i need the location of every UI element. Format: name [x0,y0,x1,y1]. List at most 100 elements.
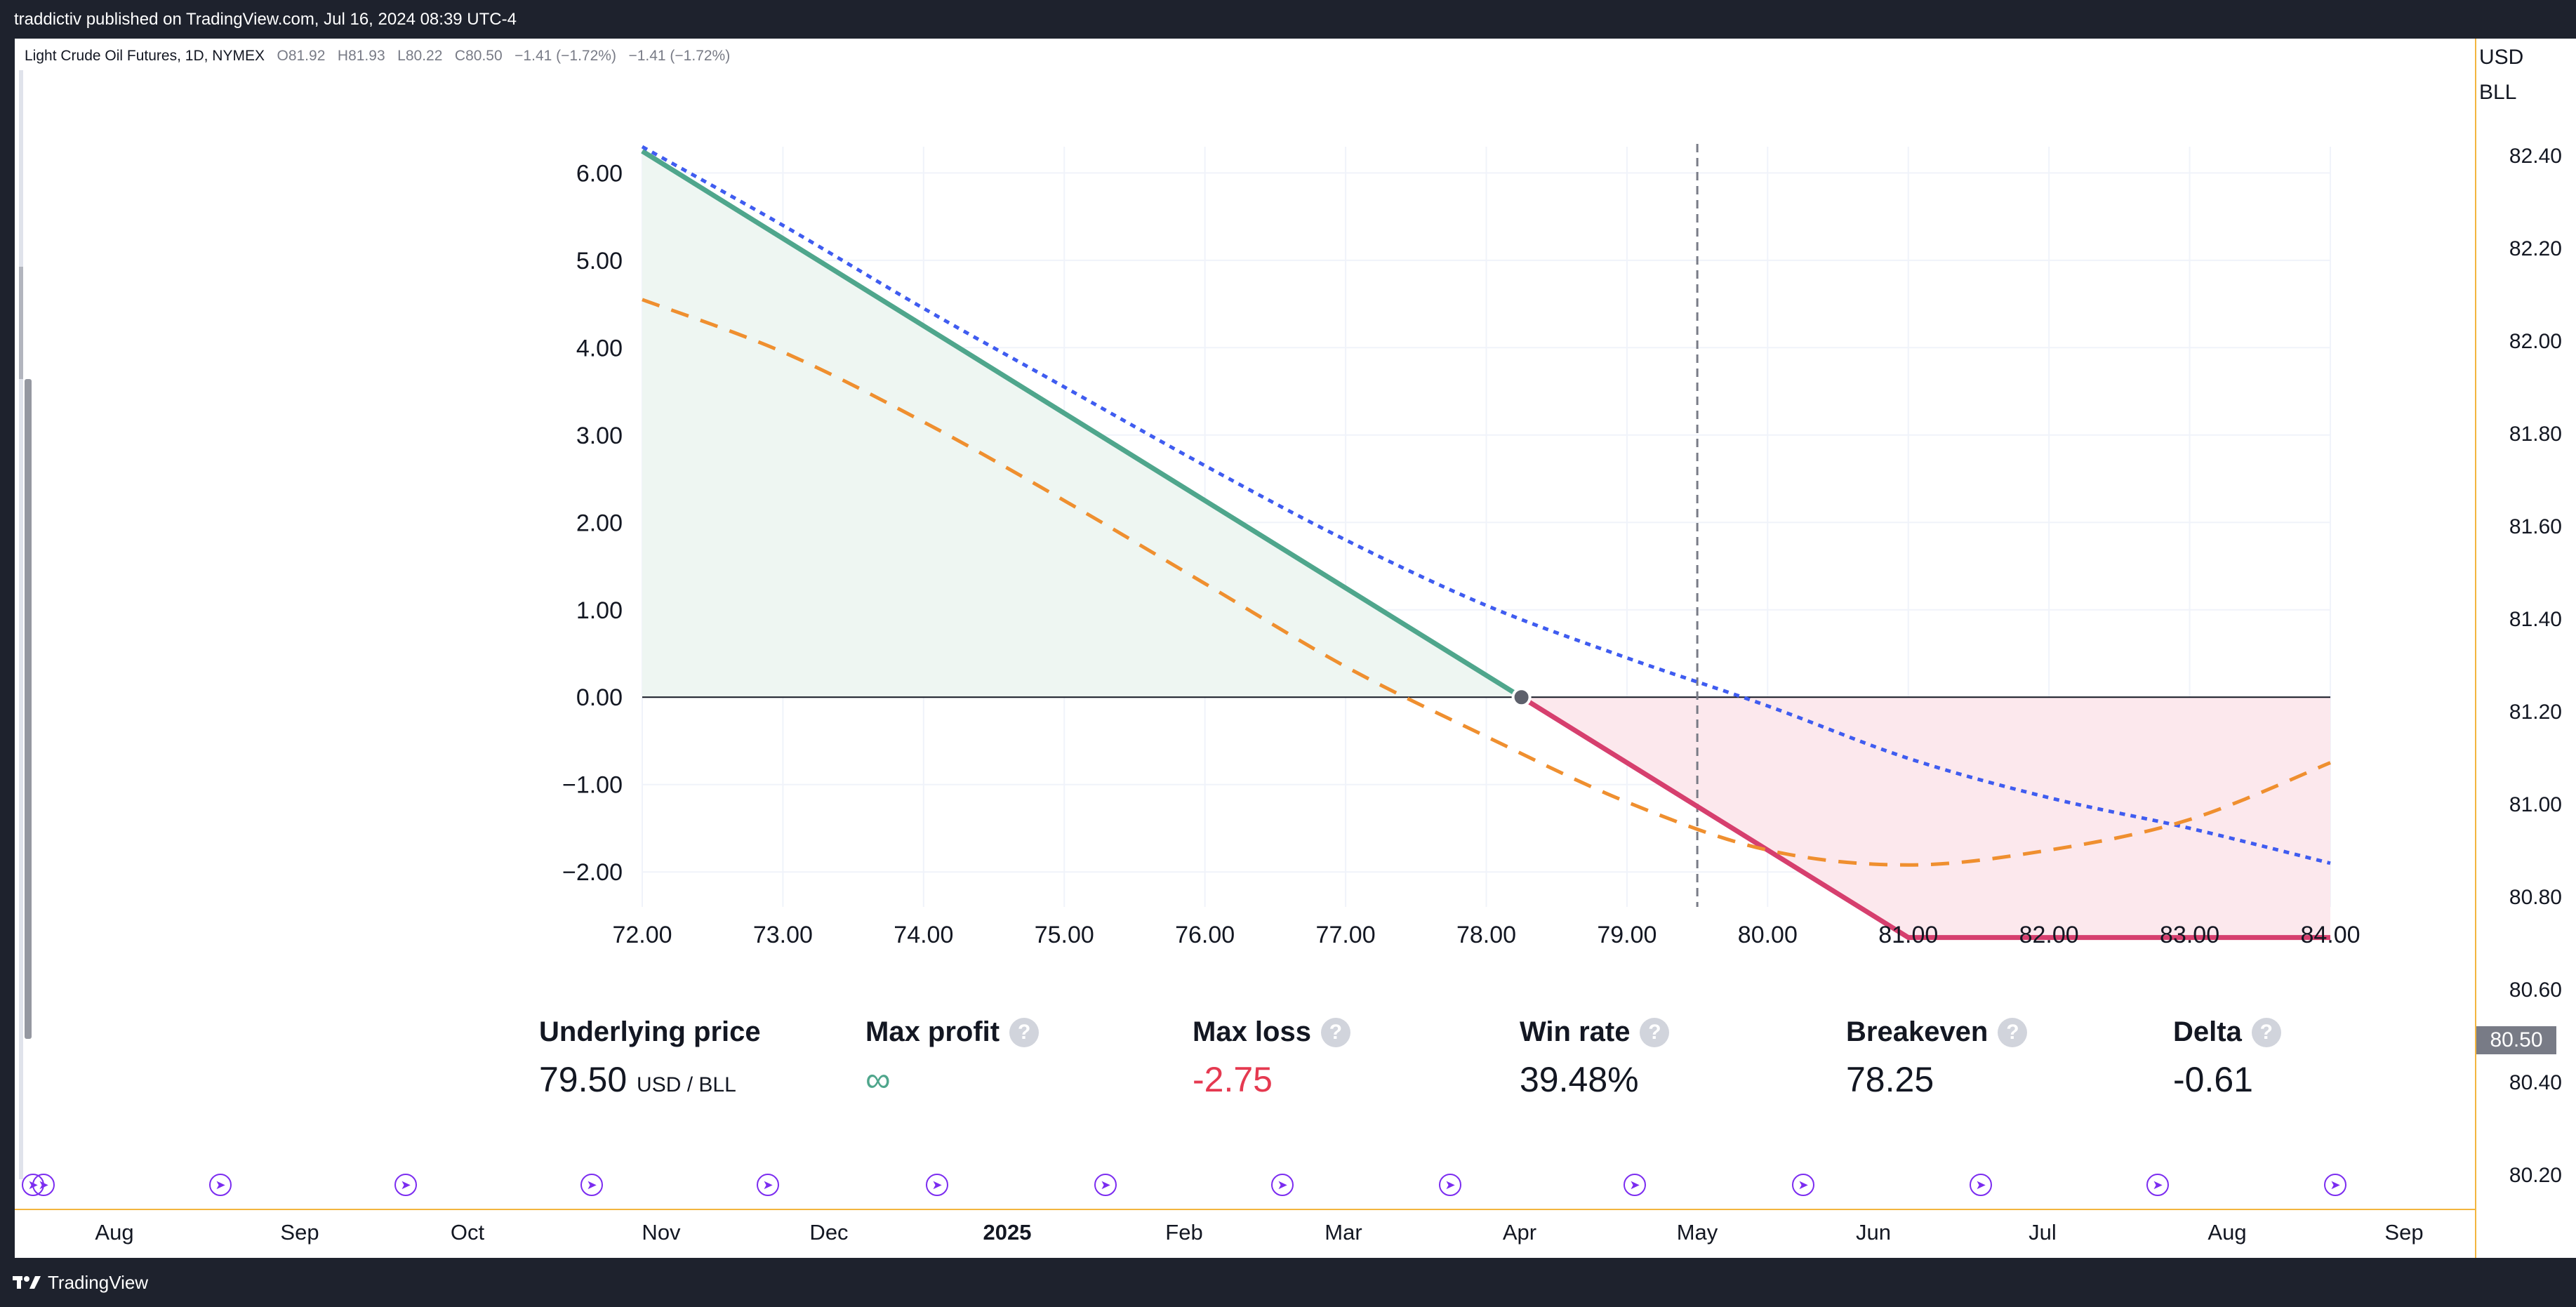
x-tick-label: 82.00 [2019,922,2079,948]
event-arrow-icon[interactable]: ➤ [1624,1174,1646,1196]
underlying-price-unit: USD / BLL [637,1073,736,1096]
delta-value: -0.61 [2173,1060,2253,1099]
y-tick-label: 0.00 [576,684,623,711]
breakeven-point [1511,687,1532,708]
time-axis[interactable]: Aug Sep Oct Nov Dec 2025 Feb Mar Apr May Jun Jul Aug… [15,1209,2475,1259]
x-tick-label: 83.00 [2160,922,2219,948]
open-label: O [277,48,288,64]
time-tick-label: Jun [1856,1220,1891,1245]
time-tick-label: Aug [2207,1220,2247,1245]
max-profit-value: ∞ [865,1060,891,1099]
event-arrow-icon[interactable]: ➤ [926,1174,948,1196]
open-value: 81.92 [288,48,326,64]
high-value: 81.93 [348,48,385,64]
change-value: −1.41 (−1.72%) [514,48,616,64]
time-tick-label: May [1676,1220,1718,1245]
help-icon[interactable]: ? [1998,1017,2028,1047]
price-tick-label: 81.60 [2509,515,2562,538]
event-arrow-icon[interactable]: ➤ [757,1174,779,1196]
event-arrow-icon[interactable]: ➤ [580,1174,603,1196]
price-tick-label: 81.80 [2509,423,2562,446]
help-icon[interactable]: ? [2251,1017,2281,1047]
stat-max-loss: Max loss? -2.75 [1193,1016,1350,1100]
high-label: H [337,48,349,64]
x-tick-label: 72.00 [612,922,672,948]
price-tick-label: 80.80 [2509,886,2562,909]
stat-max-profit: Max profit? ∞ [865,1016,1040,1100]
stat-win-rate: Win rate? 39.48% [1520,1016,1670,1100]
time-tick-label: Apr [1502,1220,1537,1245]
event-arrow-icon[interactable]: ➤ [1970,1174,1992,1196]
scroll-thumb[interactable] [25,379,32,1039]
breakeven-value: 78.25 [1846,1060,1934,1099]
payoff-line-0 [641,149,1523,700]
underlying-price-label: Underlying price [539,1016,761,1047]
time-tick-label: Mar [1324,1220,1362,1245]
delta-label: Delta [2173,1016,2242,1047]
max-loss-value: -2.75 [1193,1060,1273,1099]
price-tick-label: 80.20 [2509,1164,2562,1187]
y-tick-label: −2.00 [562,859,623,886]
price-axis[interactable]: USD BLL 82.40 82.20 82.00 81.80 81.60 81.40 81… [2475,39,2576,1258]
close-label: C [454,48,466,64]
event-arrow-icon[interactable]: ➤ [2324,1174,2346,1196]
symbol-legend[interactable]: Light Crude Oil Futures, 1D, NYMEX O81.9… [25,48,730,65]
price-tick-label: 82.40 [2509,145,2562,168]
event-arrow-icon[interactable]: ➤ [209,1174,232,1196]
price-tick-label: 81.40 [2509,608,2562,631]
change-value-2: −1.41 (−1.72%) [628,48,731,64]
price-tick-label: 82.00 [2509,330,2562,353]
price-tick-label: 81.00 [2509,793,2562,816]
footer-bar: TradingView [0,1258,2576,1307]
scroll-track[interactable] [19,70,23,1179]
y-tick-label: 5.00 [576,248,623,274]
event-arrow-icon[interactable]: ➤ [1792,1174,1814,1196]
y-tick-label: 4.00 [576,335,623,361]
underlying-price-value: 79.50 [539,1060,628,1099]
close-value: 80.50 [465,48,503,64]
event-arrow-icon[interactable]: ➤ [1271,1174,1294,1196]
event-arrow-icon[interactable]: ➤ [1439,1174,1461,1196]
price-currency: USD [2479,46,2524,69]
x-tick-label: 80.00 [1738,922,1798,948]
y-tick-label: 6.00 [576,160,623,187]
time-tick-label: Feb [1165,1220,1203,1245]
t-zero-line-2 [641,145,2331,865]
brand-name: TradingView [48,1271,149,1293]
tradingview-logo-icon [13,1276,41,1289]
tradingview-logo[interactable]: TradingView [13,1270,148,1294]
y-tick-label: −1.00 [562,772,623,799]
y-tick-label: 3.00 [576,423,623,449]
scroll-thumb-secondary[interactable] [19,267,23,379]
max-loss-label: Max loss [1193,1016,1311,1047]
event-arrow-icon[interactable]: ➤ [2146,1174,2169,1196]
x-tick-label: 79.00 [1597,922,1657,948]
help-icon[interactable]: ? [1009,1017,1040,1047]
x-tick-label: 81.00 [1878,922,1938,948]
help-icon[interactable]: ? [1640,1017,1670,1047]
stat-breakeven: Breakeven? 78.25 [1846,1016,2028,1100]
event-arrow-icon[interactable]: ➤ [32,1174,55,1196]
time-tick-label: Nov [642,1220,681,1245]
time-tick-label: Sep [280,1220,319,1245]
win-rate-label: Win rate [1520,1016,1631,1047]
time-tick-label: Dec [809,1220,849,1245]
x-tick-label: 84.00 [2300,922,2360,948]
y-tick-label: 2.00 [576,510,623,536]
time-tick-label: 2025 [983,1220,1032,1245]
event-arrow-icon[interactable]: ➤ [394,1174,417,1196]
low-label: L [397,48,406,64]
publisher-text: traddictiv published on TradingView.com,… [14,10,517,29]
publisher-bar: traddictiv published on TradingView.com,… [0,0,2576,39]
price-tick-label: 82.20 [2509,237,2562,260]
time-tick-label: Oct [450,1220,485,1245]
x-tick-label: 78.00 [1456,922,1516,948]
help-icon[interactable]: ? [1320,1017,1350,1047]
x-tick-label: 74.00 [894,922,953,948]
time-tick-label: Aug [95,1220,134,1245]
event-arrow-icon[interactable]: ➤ [1094,1174,1117,1196]
low-value: 80.22 [405,48,443,64]
current-price-badge: 80.50 [2476,1026,2556,1054]
y-tick-label: 1.00 [576,597,623,624]
time-tick-label: Sep [2384,1220,2424,1245]
